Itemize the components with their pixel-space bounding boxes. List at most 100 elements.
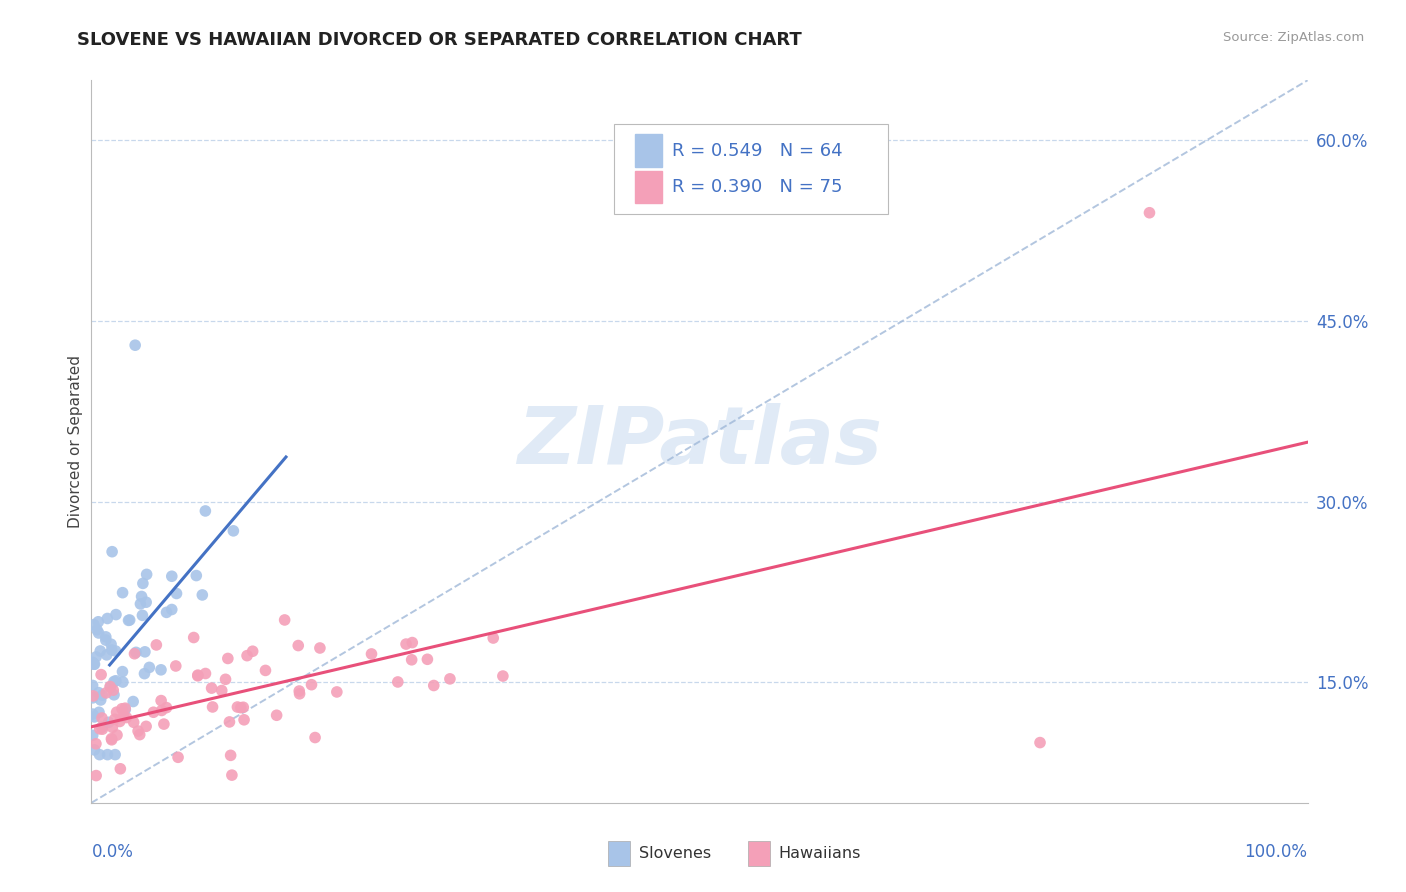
Point — [211, 683, 233, 698]
Point — [194, 504, 217, 518]
Point — [242, 644, 264, 658]
Point — [214, 673, 236, 687]
Point — [142, 705, 165, 719]
Point — [155, 606, 177, 620]
Point — [90, 667, 112, 681]
FancyBboxPatch shape — [609, 841, 630, 866]
Point — [150, 703, 173, 717]
Point — [82, 690, 104, 705]
Point — [226, 700, 249, 714]
Point — [110, 762, 132, 776]
Point — [104, 607, 127, 622]
Point — [82, 728, 104, 742]
Point — [124, 647, 146, 661]
Point — [155, 700, 177, 714]
Point — [187, 668, 209, 682]
Point — [236, 648, 259, 663]
Point — [233, 713, 256, 727]
Point — [401, 635, 423, 649]
Point — [104, 673, 127, 688]
Point — [82, 689, 104, 703]
Point — [94, 630, 117, 644]
Point — [96, 648, 118, 662]
Point — [423, 678, 446, 692]
Point — [134, 666, 156, 681]
Point — [1029, 735, 1052, 749]
Point — [104, 644, 127, 658]
Point — [416, 652, 439, 666]
FancyBboxPatch shape — [636, 170, 662, 203]
Text: Hawaiians: Hawaiians — [779, 846, 860, 861]
Point — [87, 685, 110, 699]
Point — [160, 569, 183, 583]
Point — [101, 544, 124, 558]
Point — [221, 768, 243, 782]
Text: R = 0.390   N = 75: R = 0.390 N = 75 — [672, 178, 842, 196]
Point — [288, 684, 311, 698]
Point — [287, 639, 309, 653]
Point — [288, 687, 311, 701]
Point — [111, 675, 134, 690]
Point — [100, 643, 122, 657]
Point — [167, 750, 190, 764]
Point — [439, 672, 461, 686]
Point — [326, 685, 349, 699]
Point — [266, 708, 288, 723]
Point — [135, 567, 157, 582]
Point — [84, 737, 107, 751]
Point — [129, 597, 152, 611]
Point — [103, 683, 125, 698]
Point — [201, 700, 224, 714]
Text: R = 0.549   N = 64: R = 0.549 N = 64 — [672, 142, 842, 160]
Point — [104, 712, 127, 726]
Point — [91, 688, 114, 702]
Point — [219, 748, 242, 763]
Point — [401, 653, 423, 667]
Point — [360, 647, 382, 661]
Point — [96, 611, 118, 625]
Point — [82, 678, 104, 692]
Point — [134, 645, 156, 659]
Point — [96, 747, 118, 762]
Point — [117, 613, 139, 627]
Point — [135, 719, 157, 733]
Point — [201, 681, 224, 695]
Point — [100, 637, 122, 651]
Point — [83, 617, 105, 632]
Point — [128, 728, 150, 742]
Point — [105, 728, 128, 742]
Point — [86, 623, 108, 637]
Point — [115, 710, 138, 724]
Point — [111, 585, 134, 599]
Point — [131, 608, 153, 623]
Point — [89, 644, 111, 658]
Point — [100, 731, 122, 746]
Point — [125, 645, 148, 659]
Point — [114, 702, 136, 716]
Point — [118, 613, 141, 627]
Point — [122, 715, 145, 730]
Point — [183, 631, 205, 645]
FancyBboxPatch shape — [636, 135, 662, 167]
Point — [104, 747, 127, 762]
Text: Slovenes: Slovenes — [638, 846, 711, 861]
Point — [387, 675, 409, 690]
Point — [222, 524, 245, 538]
Point — [111, 702, 134, 716]
Point — [309, 640, 332, 655]
Point — [82, 655, 104, 669]
Point — [138, 660, 160, 674]
Point — [94, 686, 117, 700]
Point — [160, 602, 183, 616]
Point — [229, 700, 252, 714]
Point — [90, 720, 112, 734]
Text: SLOVENE VS HAWAIIAN DIVORCED OR SEPARATED CORRELATION CHART: SLOVENE VS HAWAIIAN DIVORCED OR SEPARATE… — [77, 31, 801, 49]
Point — [100, 680, 122, 694]
Text: 100.0%: 100.0% — [1244, 843, 1308, 861]
Point — [395, 637, 418, 651]
Point — [492, 669, 515, 683]
Point — [112, 709, 135, 723]
Point — [83, 743, 105, 757]
Point — [103, 688, 125, 702]
Point — [132, 576, 155, 591]
